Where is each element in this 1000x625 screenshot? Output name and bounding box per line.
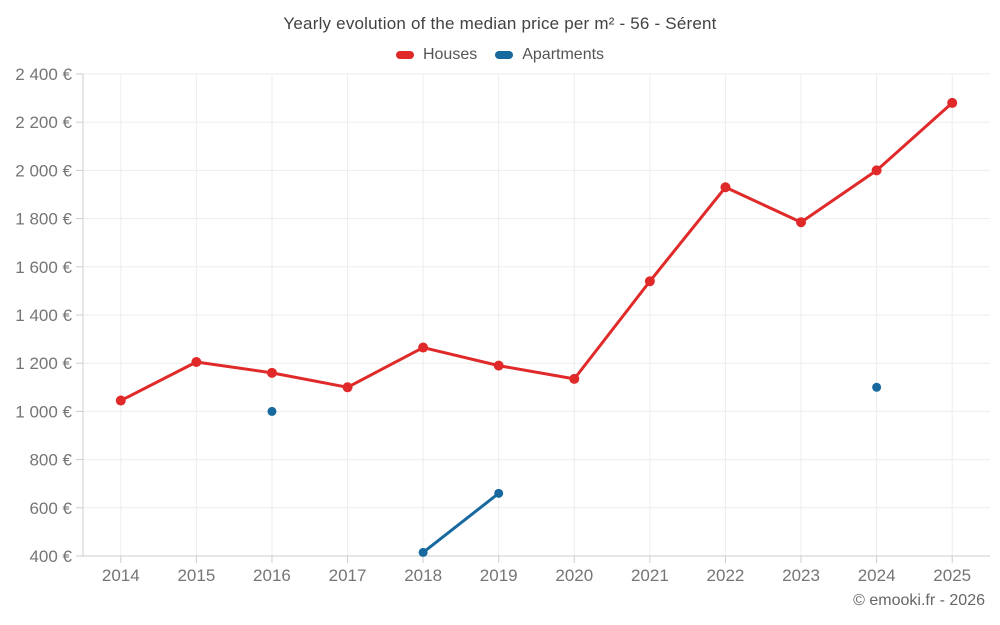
legend-item-houses[interactable]: Houses — [395, 46, 478, 64]
legend-item-apartments[interactable]: Apartments — [495, 46, 604, 64]
svg-text:2021: 2021 — [631, 566, 669, 585]
legend-label-houses: Houses — [422, 46, 478, 63]
svg-text:1 200 €: 1 200 € — [15, 354, 72, 373]
copyright-notice: © emooki.fr - 2026 — [853, 592, 985, 609]
svg-text:1 000 €: 1 000 € — [15, 402, 72, 421]
svg-text:2020: 2020 — [555, 566, 593, 585]
svg-text:600 €: 600 € — [29, 499, 72, 518]
svg-text:2022: 2022 — [707, 566, 745, 585]
svg-text:400 €: 400 € — [29, 547, 72, 566]
svg-text:1 800 €: 1 800 € — [15, 210, 72, 229]
houses-series-marker-icon — [395, 51, 414, 59]
svg-text:2016: 2016 — [253, 566, 291, 585]
svg-text:2023: 2023 — [782, 566, 820, 585]
svg-text:2 000 €: 2 000 € — [15, 161, 72, 180]
chart-legend: Houses Apartments — [0, 46, 1000, 64]
svg-text:2 400 €: 2 400 € — [15, 65, 72, 84]
svg-text:2019: 2019 — [480, 566, 518, 585]
svg-text:800 €: 800 € — [29, 451, 72, 470]
svg-text:2017: 2017 — [329, 566, 367, 585]
svg-text:2 200 €: 2 200 € — [15, 113, 72, 132]
apartments-series-marker-icon — [495, 51, 514, 59]
svg-text:2018: 2018 — [404, 566, 442, 585]
legend-label-apartments: Apartments — [522, 46, 605, 63]
svg-text:2014: 2014 — [102, 566, 140, 585]
svg-text:1 600 €: 1 600 € — [15, 258, 72, 277]
svg-text:2025: 2025 — [933, 566, 971, 585]
svg-text:2015: 2015 — [177, 566, 215, 585]
chart-title: Yearly evolution of the median price per… — [283, 14, 717, 33]
svg-text:1 400 €: 1 400 € — [15, 306, 72, 325]
svg-text:2024: 2024 — [858, 566, 896, 585]
